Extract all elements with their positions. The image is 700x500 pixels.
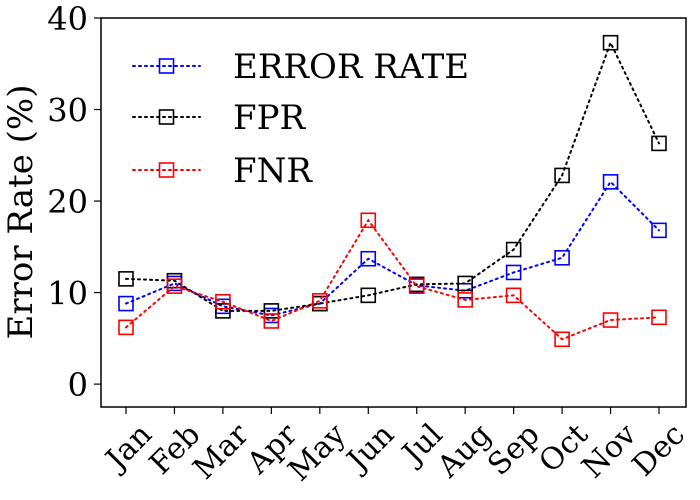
data-point-marker (263, 303, 280, 319)
data-point-marker (505, 241, 522, 258)
data-point-marker (457, 292, 473, 308)
y-tick-label: 0 (68, 366, 88, 404)
data-point-marker (312, 293, 328, 309)
data-point-marker (554, 167, 570, 184)
legend-label: ERROR RATE (233, 47, 469, 87)
data-point-marker (360, 250, 377, 267)
data-point-marker (166, 278, 183, 294)
x-tick-label: Jun (338, 417, 401, 480)
legend-item: FNR (132, 151, 313, 191)
y-tick-label: 10 (47, 275, 88, 313)
data-point-marker (360, 212, 377, 229)
data-point-marker (263, 313, 280, 329)
series-fnr (118, 212, 667, 348)
legend-item: FPR (132, 98, 306, 138)
legend: ERROR RATE FPR FNR (132, 47, 469, 191)
data-point-marker (360, 287, 377, 304)
data-point-marker (602, 312, 619, 328)
series-line (125, 180, 660, 317)
data-point-marker (602, 174, 619, 190)
series-error-rate (118, 174, 667, 324)
x-tick-label: Jan (97, 417, 159, 479)
x-tick-label: Dec (626, 417, 692, 483)
legend-marker-swatch (158, 162, 175, 178)
data-point-marker (505, 287, 522, 304)
plot-area (118, 34, 667, 348)
legend-marker-swatch (158, 109, 175, 125)
data-point-marker (554, 331, 570, 348)
data-point-marker (457, 275, 473, 292)
y-tick-label: 40 (47, 0, 88, 38)
legend-label: FPR (233, 98, 306, 138)
legend-label: FNR (233, 151, 313, 191)
data-point-marker (118, 319, 134, 336)
legend-item: ERROR RATE (132, 47, 469, 87)
data-point-marker (602, 34, 619, 51)
legend-marker-swatch (158, 58, 175, 74)
plot-frame (100, 17, 687, 408)
data-point-marker (651, 309, 667, 326)
data-point-marker (215, 303, 231, 319)
series-fpr (118, 34, 667, 319)
y-tick-label: 20 (47, 183, 88, 221)
series-line (125, 40, 660, 312)
data-point-marker (505, 264, 522, 281)
data-point-marker (554, 250, 570, 266)
y-tick-label: 30 (47, 92, 88, 130)
data-point-marker (118, 271, 134, 287)
data-point-marker (215, 293, 231, 310)
y-axis-label: Error Rate (%) (1, 85, 41, 340)
data-point-marker (651, 222, 667, 239)
data-point-marker (118, 295, 134, 312)
series-line (125, 218, 660, 341)
data-point-marker (408, 278, 425, 294)
data-point-marker (651, 135, 667, 152)
